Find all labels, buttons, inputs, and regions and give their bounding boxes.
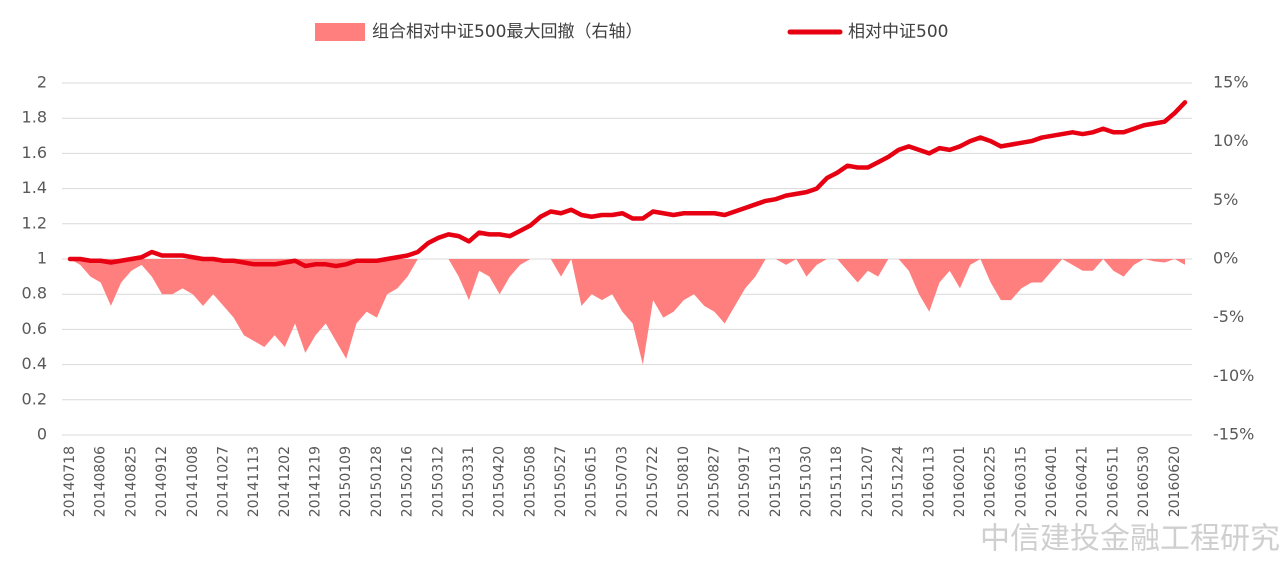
y-tick-label: 1.6 [22, 143, 47, 162]
x-tick-label: 20160315 [1013, 446, 1029, 517]
y-tick-label: 0.6 [22, 319, 47, 338]
x-tick-label: 20151118 [829, 446, 845, 517]
legend-swatch [315, 23, 365, 41]
x-tick-label: 20160511 [1105, 446, 1121, 517]
x-tick-label: 20150527 [553, 446, 569, 517]
y2-tick-label: 5% [1213, 190, 1238, 209]
x-tick-label: 20151224 [891, 446, 907, 517]
y-tick-label: 2 [37, 73, 47, 92]
y-tick-label: 1.2 [22, 213, 47, 232]
x-tick-label: 20151030 [799, 446, 815, 517]
x-tick-label: 20140806 [93, 446, 109, 517]
y-tick-label: 0.8 [22, 284, 47, 303]
y-tick-label: 1.8 [22, 108, 47, 127]
x-tick-label: 20160401 [1044, 446, 1060, 517]
x-tick-label: 20150615 [584, 446, 600, 517]
y2-tick-label: -15% [1213, 425, 1254, 444]
x-tick-label: 20150109 [338, 446, 354, 517]
x-tick-label: 20150827 [706, 446, 722, 517]
ratio-line [67, 100, 1188, 269]
x-tick-label: 20150703 [614, 446, 630, 517]
x-tick-label: 20140825 [123, 446, 139, 517]
x-tick-label: 20150917 [737, 446, 753, 517]
legend-label: 组合相对中证500最大回撤（右轴） [372, 22, 642, 42]
x-tick-label: 20160201 [952, 446, 968, 517]
drawdown-area [70, 259, 1185, 365]
watermark: 中信建投金融工程研究 [980, 522, 1280, 557]
y-tick-label: 1.4 [22, 178, 47, 197]
x-tick-label: 20150331 [461, 446, 477, 517]
x-tick-label: 20150312 [430, 446, 446, 517]
x-tick-label: 20151013 [768, 446, 784, 517]
y2-tick-label: -5% [1213, 307, 1244, 326]
x-tick-label: 20141027 [215, 446, 231, 517]
y-tick-label: 1 [37, 249, 47, 268]
x-tick-label: 20150420 [492, 446, 508, 517]
y2-tick-label: 0% [1213, 249, 1238, 268]
x-tick-label: 20150722 [645, 446, 661, 517]
y2-tick-label: 10% [1213, 131, 1249, 150]
x-tick-label: 20140912 [154, 446, 170, 517]
x-tick-label: 20141219 [308, 446, 324, 517]
x-tick-label: 20141113 [246, 446, 262, 517]
x-tick-label: 20141008 [185, 446, 201, 517]
x-tick-label: 20140718 [62, 446, 78, 517]
y2-tick-label: 15% [1213, 73, 1249, 92]
legend-label: 相对中证500 [848, 22, 948, 42]
x-tick-label: 20150508 [522, 446, 538, 517]
x-tick-label: 20160113 [921, 446, 937, 517]
x-tick-label: 20160225 [983, 446, 999, 517]
x-tick-label: 20150128 [369, 446, 385, 517]
x-tick-label: 20141202 [277, 446, 293, 517]
x-tick-label: 20150216 [400, 446, 416, 517]
x-tick-label: 20151207 [860, 446, 876, 517]
x-tick-label: 20160620 [1167, 446, 1183, 517]
x-tick-label: 20160530 [1136, 446, 1152, 517]
y-tick-label: 0 [37, 425, 47, 444]
x-tick-label: 20160421 [1075, 446, 1091, 517]
x-tick-label: 20150810 [676, 446, 692, 517]
y-tick-label: 0.2 [22, 389, 47, 408]
y-tick-label: 0.4 [22, 354, 47, 373]
y2-tick-label: -10% [1213, 366, 1254, 385]
